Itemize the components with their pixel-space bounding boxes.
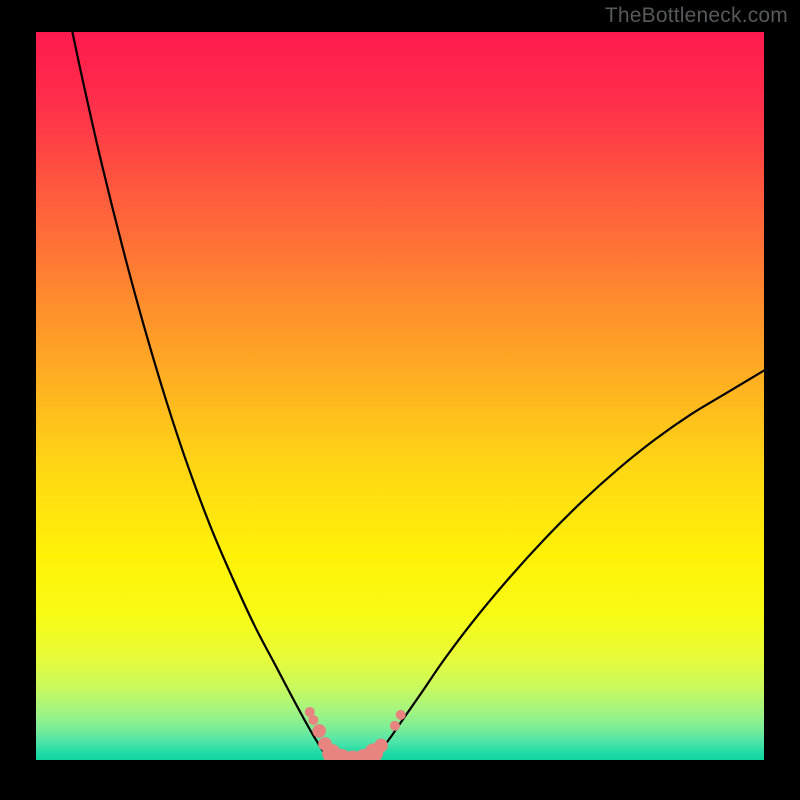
left-curve <box>72 32 341 760</box>
plot-area <box>36 32 764 760</box>
bottleneck-curves <box>72 32 764 760</box>
marker-dot <box>390 721 400 731</box>
watermark-label: TheBottleneck.com <box>605 4 788 28</box>
marker-dot <box>308 715 318 725</box>
curves-layer <box>36 32 764 760</box>
right-curve <box>356 371 764 760</box>
chart-root: TheBottleneck.com <box>0 0 800 800</box>
marker-dot <box>374 739 388 753</box>
marker-dot <box>312 724 326 738</box>
marker-dot <box>396 710 406 720</box>
marker-cluster <box>305 707 406 760</box>
